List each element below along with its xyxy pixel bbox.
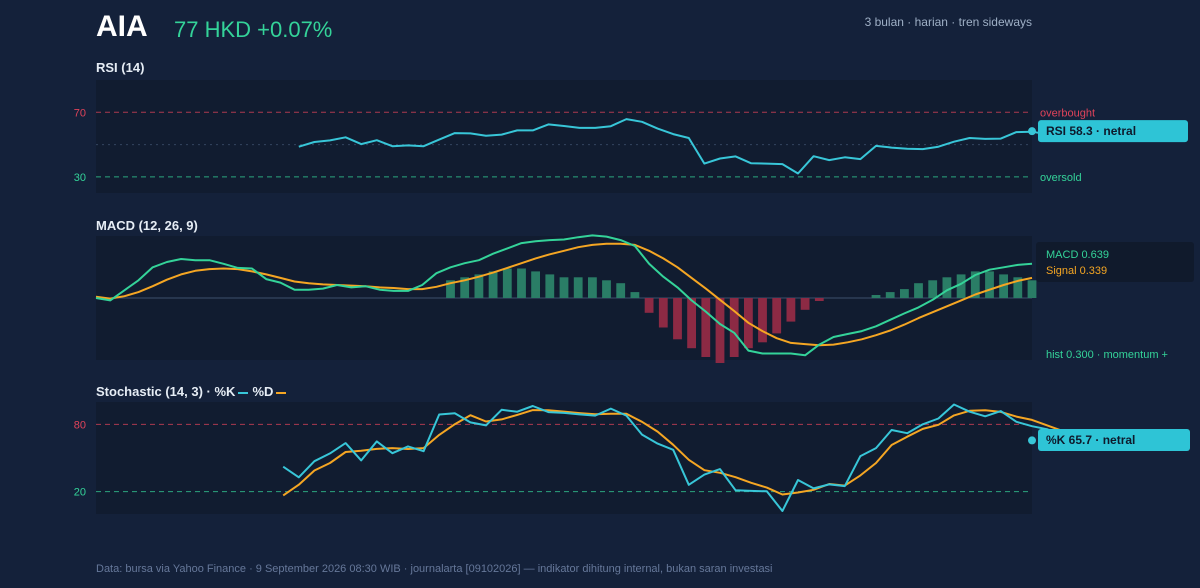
macd-readout-box [1036,242,1194,282]
macd-hist-bar [630,292,640,298]
k-legend-swatch [238,391,249,394]
macd-readout: MACD 0.639 [1046,249,1109,261]
chart-subtitle: 3 bulan · harian · tren sideways [864,15,1032,29]
macd-hist-bar [602,280,611,298]
macd-hist-bar [531,271,540,298]
stoch-tick-20: 20 [74,487,86,499]
macd-hist-bar [914,283,923,298]
macd-hist-bar [446,280,455,298]
macd-hist-bar [900,289,909,298]
stoch-tick-80: 80 [74,419,86,431]
macd-hist-bar [517,268,526,298]
macd-hist-bar [786,298,796,322]
macd-hist-bar [928,280,938,298]
macd-hist-bar [985,271,994,298]
macd-hist-bar [701,298,711,357]
macd-hist-bar [715,298,725,363]
rsi-tick-70: 70 [74,107,86,119]
stoch-end-point [1028,436,1036,445]
footer-source: Data: bursa via Yahoo Finance · 9 Septem… [96,563,773,575]
stoch-title-text: Stochastic (14, 3) · %K [96,384,236,399]
macd-hist-bar [772,298,782,334]
macd-hist-bar [616,283,626,298]
macd-hist-bar [970,271,980,298]
macd-hist-bar [885,292,895,298]
rsi-end-point [1028,127,1036,136]
rsi-label-overbought: overbought [1040,107,1095,119]
macd-hist-bar [800,298,810,310]
rsi-badge: RSI 58.3 · netral [1046,124,1136,138]
macd-hist-bar [474,274,484,298]
rsi-panel-title: RSI (14) [96,60,145,75]
stoch-k-line [282,403,1064,512]
macd-hist-bar [758,298,767,343]
macd-hist-bar [871,295,881,298]
signal-line [95,242,1033,347]
price-change: 77 HKD +0.07% [174,17,333,42]
macd-hist-bar [814,298,824,301]
signal-readout: Signal 0.339 [1046,265,1107,277]
macd-hist-bar [673,298,682,340]
panel-bg-0 [96,80,1032,193]
stoch-panel-title: Stochastic (14, 3) · %K %D [96,384,290,399]
macd-hist-bar [573,277,583,298]
macd-hist-bar [1027,280,1037,298]
macd-hist-bar [545,274,555,298]
macd-hist-bar [687,298,696,349]
macd-line [95,234,1033,357]
macd-hist-bar [502,268,512,298]
rsi-tick-30: 30 [74,172,86,184]
macd-hist-bar [644,298,654,313]
macd-hist-bar [460,277,470,298]
hist-readout: hist 0.300 · momentum + [1046,349,1168,361]
macd-hist-bar [1013,277,1023,298]
stoch-badge: %K 65.7 · netral [1046,433,1135,447]
macd-hist-bar [942,277,952,298]
macd-hist-bar [559,277,569,298]
ticker-symbol: AIA [96,10,148,43]
d-legend-label: %D [252,384,274,399]
macd-panel-title: MACD (12, 26, 9) [96,218,198,233]
macd-hist-bar [956,274,966,298]
macd-hist-bar [729,298,739,357]
macd-hist-bar [658,298,668,328]
macd-hist-bar [588,277,597,298]
macd-hist-bar [488,271,498,298]
stoch-badge-bg [1038,429,1190,451]
macd-hist-bar [999,274,1008,298]
rsi-badge-bg [1038,120,1188,143]
rsi-line [298,118,1079,175]
d-legend-swatch [276,391,287,394]
panel-bg-2 [96,402,1032,514]
rsi-label-oversold: oversold [1040,172,1082,184]
